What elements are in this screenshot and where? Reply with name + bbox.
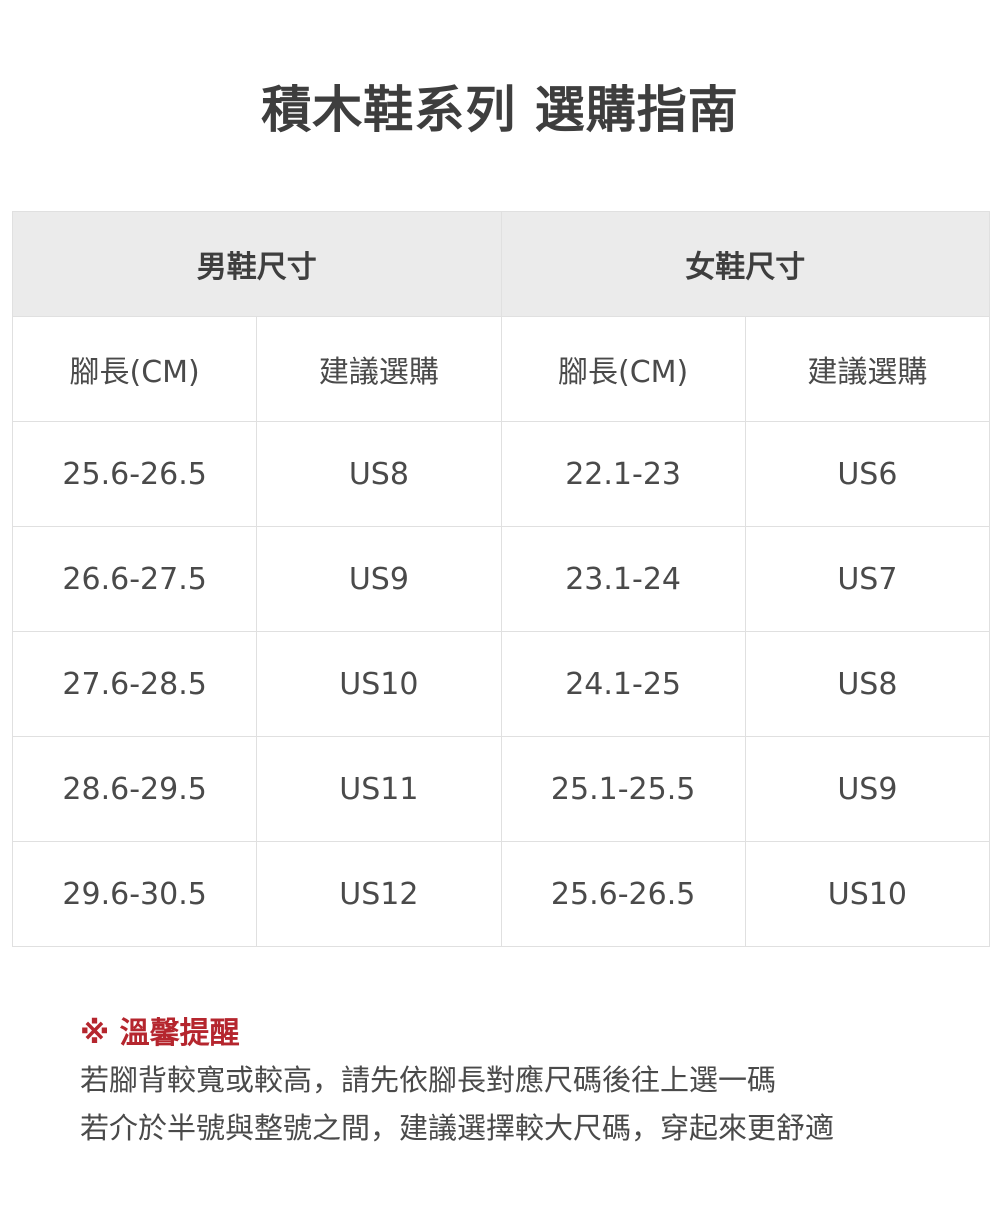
column-header: 腳長(CM) xyxy=(11,316,258,422)
table-cell: US9 xyxy=(256,526,502,632)
table-cell: 25.6-26.5 xyxy=(500,841,746,947)
table-row: 26.6-27.5 US9 23.1-24 US7 xyxy=(11,526,991,632)
reminder-line: 若介於半號與整號之間，建議選擇較大尺碼，穿起來更舒適 xyxy=(80,1111,835,1145)
column-header: 建議選購 xyxy=(744,316,991,422)
table-cell: US10 xyxy=(256,631,502,737)
column-header: 建議選購 xyxy=(256,316,502,422)
table-cell: 23.1-24 xyxy=(500,526,746,632)
men-size-header: 男鞋尺寸 xyxy=(12,211,502,317)
page-title: 積木鞋系列 選購指南 xyxy=(261,81,739,139)
table-cell: 22.1-23 xyxy=(500,421,746,527)
table-cell: US6 xyxy=(744,421,991,527)
table-row: 29.6-30.5 US12 25.6-26.5 US10 xyxy=(11,841,991,947)
column-header-row: 腳長(CM) 建議選購 腳長(CM) 建議選購 xyxy=(11,316,991,422)
table-cell: US11 xyxy=(256,736,502,842)
women-size-header: 女鞋尺寸 xyxy=(500,211,990,317)
table-row: 28.6-29.5 US11 25.1-25.5 US9 xyxy=(11,736,991,842)
table-row: 25.6-26.5 US8 22.1-23 US6 xyxy=(11,421,991,527)
table-cell: US9 xyxy=(744,736,991,842)
table-cell: US7 xyxy=(744,526,991,632)
group-header-row: 男鞋尺寸 女鞋尺寸 xyxy=(12,211,990,317)
table-cell: 29.6-30.5 xyxy=(11,841,258,947)
table-cell: 25.1-25.5 xyxy=(500,736,746,842)
table-row: 27.6-28.5 US10 24.1-25 US8 xyxy=(11,631,991,737)
table-cell: 24.1-25 xyxy=(500,631,746,737)
column-header: 腳長(CM) xyxy=(500,316,746,422)
table-cell: US8 xyxy=(744,631,991,737)
table-cell: US12 xyxy=(256,841,502,947)
table-cell: US10 xyxy=(744,841,991,947)
reminder-title: ※ 溫馨提醒 xyxy=(80,1016,240,1051)
table-cell: 28.6-29.5 xyxy=(11,736,258,842)
reminder-section: ※ 溫馨提醒 若腳背較寬或較高，請先依腳長對應尺碼後往上選一碼 若介於半號與整號… xyxy=(80,1012,834,1152)
reminder-line: 若腳背較寬或較高，請先依腳長對應尺碼後往上選一碼 xyxy=(80,1063,777,1097)
table-cell: US8 xyxy=(256,421,502,527)
table-cell: 26.6-27.5 xyxy=(11,526,258,632)
table-cell: 27.6-28.5 xyxy=(11,631,258,737)
size-chart-table: 男鞋尺寸 女鞋尺寸 腳長(CM) 建議選購 腳長(CM) 建議選購 25.6-2… xyxy=(11,211,991,947)
table-cell: 25.6-26.5 xyxy=(11,421,258,527)
